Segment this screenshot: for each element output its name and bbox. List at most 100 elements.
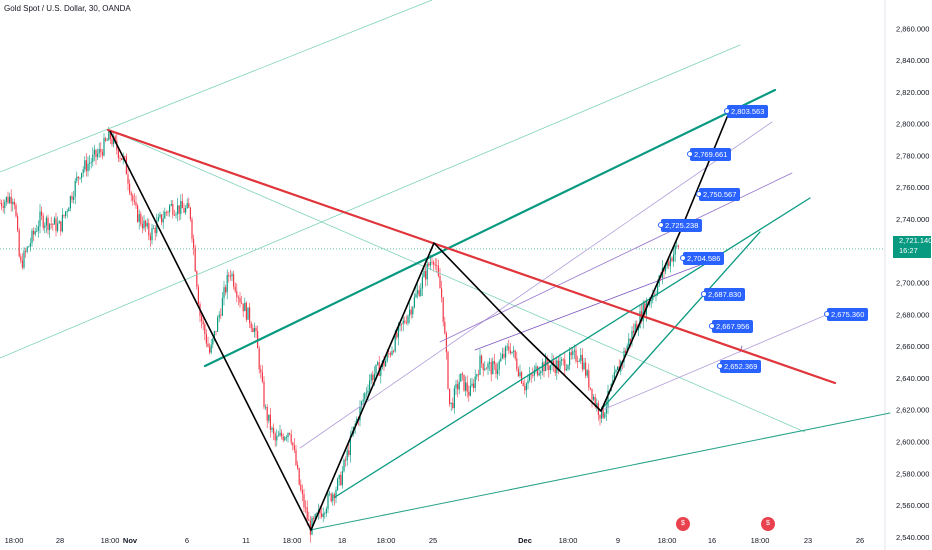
candle-body xyxy=(567,365,569,370)
price-label[interactable]: 2,687.830 xyxy=(700,288,746,301)
candle-body xyxy=(637,327,639,330)
price-label[interactable]: 2,667.956 xyxy=(708,320,754,333)
candle-body xyxy=(460,373,462,382)
y-tick-label: 2,800.000 xyxy=(896,120,929,129)
candle-body xyxy=(277,435,279,437)
candle-body xyxy=(287,433,289,438)
price-label[interactable]: 2,652.369 xyxy=(716,360,762,373)
x-tick-label: 18:00 xyxy=(283,536,302,545)
candle-body xyxy=(479,355,481,375)
candle-body xyxy=(409,309,411,316)
candle-body xyxy=(298,468,300,485)
price-label[interactable]: 2,750.567 xyxy=(695,188,741,201)
candle-body xyxy=(209,346,211,353)
candle-body xyxy=(559,360,561,370)
candle-body xyxy=(535,366,537,370)
candle-body xyxy=(143,220,145,229)
candle-body xyxy=(297,465,299,469)
candle-body xyxy=(471,383,473,386)
candle-body xyxy=(127,174,129,184)
candle-body xyxy=(625,350,627,353)
candle-body xyxy=(15,204,17,217)
candle-body xyxy=(44,225,46,228)
candle-body xyxy=(434,264,436,266)
candle-body xyxy=(517,369,519,377)
candle-body xyxy=(234,286,236,292)
candle-body xyxy=(514,350,516,359)
candle-body xyxy=(281,432,283,437)
candle-body xyxy=(181,200,183,209)
candle-body xyxy=(385,360,387,367)
candle-body xyxy=(407,315,409,324)
candle-body xyxy=(501,353,503,359)
economic-event-icon[interactable]: $ xyxy=(676,517,690,531)
y-tick-label: 2,740.000 xyxy=(896,215,929,224)
x-tick-label: 18 xyxy=(338,536,346,545)
candle-body xyxy=(125,156,127,175)
trend-channel-line xyxy=(334,197,811,498)
candle-body xyxy=(650,300,652,302)
candle-body xyxy=(204,324,206,334)
candle-body xyxy=(369,380,371,391)
candle-body xyxy=(669,257,671,267)
candle-body xyxy=(421,277,423,289)
candle-body xyxy=(29,243,31,247)
candle-body xyxy=(527,380,529,384)
candle-body xyxy=(225,287,227,293)
candle-body xyxy=(25,251,27,252)
candle-body xyxy=(58,221,60,224)
candle-body xyxy=(412,307,414,315)
x-tick-label: 9 xyxy=(616,536,620,545)
candle-body xyxy=(121,158,123,160)
candle-body xyxy=(52,224,54,225)
candle-body xyxy=(279,432,281,436)
candle-body xyxy=(513,350,515,352)
price-label[interactable]: 2,725.238 xyxy=(657,219,703,232)
candle-body xyxy=(588,370,590,388)
candle-body xyxy=(338,475,340,480)
candle-body xyxy=(28,246,30,248)
candle-body xyxy=(292,442,294,446)
candle-body xyxy=(629,338,631,342)
candle-body xyxy=(153,227,155,229)
candle-body xyxy=(218,314,220,318)
candle-body xyxy=(89,162,91,164)
candle-body xyxy=(373,373,375,381)
candle-body xyxy=(473,383,475,388)
candle-body xyxy=(233,274,235,287)
candle-body xyxy=(425,270,427,280)
candle-body xyxy=(445,333,447,353)
candle-body xyxy=(399,323,401,326)
x-tick-label: 26 xyxy=(856,536,864,545)
candle-body xyxy=(607,390,609,407)
candle-body xyxy=(98,149,100,154)
candle-body xyxy=(481,355,483,364)
candle-body xyxy=(263,381,265,407)
candle-body xyxy=(370,374,372,381)
x-tick-label: Nov xyxy=(123,536,138,545)
candle-body xyxy=(205,333,207,344)
candle-body xyxy=(255,327,257,332)
candle-body xyxy=(271,427,273,430)
candle-body xyxy=(418,290,420,296)
candle-body xyxy=(84,160,86,170)
price-label[interactable]: 2,704.586 xyxy=(679,252,725,265)
candle-body xyxy=(34,231,36,235)
us-flag-icon[interactable]: $ xyxy=(761,517,775,531)
candle-body xyxy=(565,369,567,371)
candle-body xyxy=(431,261,433,263)
price-label[interactable]: 2,803.563 xyxy=(723,105,769,118)
candle-body xyxy=(537,366,539,376)
price-label[interactable]: 2,675.360 xyxy=(823,308,869,321)
channel-line xyxy=(0,44,741,359)
candle-body xyxy=(50,223,52,225)
candle-body xyxy=(0,203,1,204)
candle-body xyxy=(631,330,633,342)
candle-body xyxy=(450,402,452,404)
candle-body xyxy=(341,471,343,486)
candle-body xyxy=(239,297,241,303)
candle-body xyxy=(615,369,617,373)
price-label[interactable]: 2,769.661 xyxy=(686,148,732,161)
candle-body xyxy=(49,223,51,231)
